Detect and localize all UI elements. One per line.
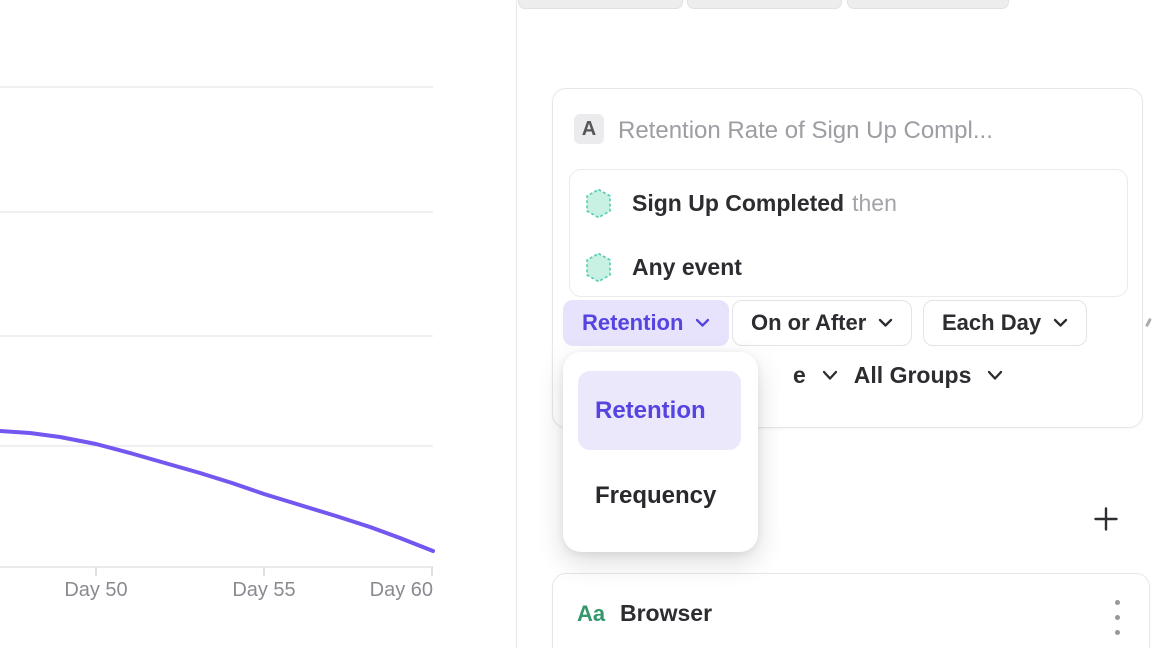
menu-option-frequency[interactable]: Frequency [595, 481, 717, 509]
event-hexagon-icon [586, 252, 611, 282]
event-then-suffix: then [852, 189, 897, 216]
measurement-dropdown-menu: Retention Frequency [563, 352, 758, 552]
add-button[interactable] [1086, 499, 1126, 539]
each-day-dropdown[interactable]: Each Day [923, 300, 1088, 346]
top-tab-clipped-2[interactable] [687, 0, 842, 9]
top-tab-clipped-1[interactable] [518, 0, 683, 9]
dropdown-label: Retention [582, 310, 684, 335]
menu-option-retention[interactable]: Retention [578, 371, 741, 450]
panel-divider [516, 0, 517, 648]
chevron-down-icon [988, 370, 1003, 380]
x-axis-tick-label: Day 55 [232, 579, 296, 601]
clipped-rate-text-fragment: e [793, 361, 806, 388]
breakdown-property-label[interactable]: Browser [620, 600, 713, 626]
clipped-control-fragment [1145, 317, 1152, 328]
dropdown-label: On or After [751, 310, 867, 335]
chevron-down-icon [696, 318, 710, 327]
event-step-row[interactable]: Any event [585, 252, 742, 282]
retention-type-dropdown[interactable]: Retention [563, 300, 730, 346]
series-a-badge: A [574, 114, 604, 144]
top-tab-clipped-3[interactable] [847, 0, 1009, 9]
query-builder-panel: A Retention Rate of Sign Up Compl... Sig… [517, 0, 1172, 648]
breakdown-card: Aa Browser [552, 573, 1150, 648]
string-property-type-icon: Aa [577, 601, 606, 626]
query-title-placeholder[interactable]: Retention Rate of Sign Up Compl... [618, 117, 993, 144]
x-axis-tick-label: Day 50 [64, 579, 128, 601]
chevron-down-icon [822, 370, 837, 380]
dropdown-label: Each Day [942, 310, 1042, 335]
event-hexagon-icon [586, 188, 611, 218]
query-card: A Retention Rate of Sign Up Compl... Sig… [552, 88, 1152, 428]
retention-chart-panel: Day 50 Day 55 Day 60 [0, 0, 516, 648]
groups-row[interactable]: e All Groups [793, 352, 1003, 398]
event-name: Sign Up Completed [632, 189, 845, 216]
x-axis-tick-label: Day 60 [369, 579, 433, 601]
all-groups-label: All Groups [853, 361, 972, 388]
on-or-after-dropdown[interactable]: On or After [732, 300, 913, 346]
event-steps-card: Sign Up Completed then Any event [569, 169, 1128, 297]
plus-icon [1094, 507, 1118, 531]
chevron-down-icon [879, 318, 893, 327]
event-name: Any event [632, 253, 742, 280]
kebab-menu-icon[interactable] [1105, 594, 1129, 640]
event-step-row[interactable]: Sign Up Completed then [585, 188, 897, 218]
retention-chart-svg [0, 86, 435, 576]
chevron-down-icon [1053, 318, 1068, 327]
